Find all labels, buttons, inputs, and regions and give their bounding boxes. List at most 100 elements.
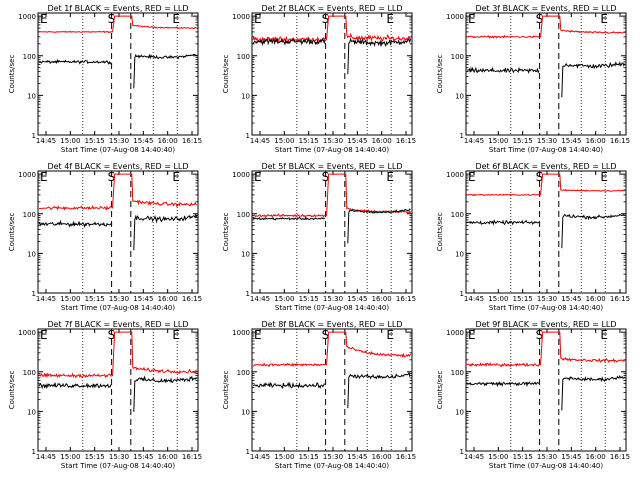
panel-1: Det 1f BLACK = Events, RED = LLD 1 10 100 10… xyxy=(8,4,202,154)
panel-9: Det 9f BLACK = Events, RED = LLD 1 10 100 10… xyxy=(436,320,630,470)
y-tick-label: 1 xyxy=(460,132,464,140)
x-tick-label: 15:15 xyxy=(513,453,533,461)
marker-e-left: E xyxy=(40,328,48,342)
x-tick-label: 15:00 xyxy=(60,137,80,145)
y-tick-label: 1000 xyxy=(446,13,464,21)
series-events-line-pre xyxy=(466,219,540,226)
y-tick-label: 1 xyxy=(246,448,250,456)
x-tick-label: 16:15 xyxy=(610,453,630,461)
marker-e-right: E xyxy=(172,12,180,26)
x-tick-label: 14:45 xyxy=(250,295,270,303)
y-tick-label: 1 xyxy=(246,290,250,298)
y-tick-label: 10 xyxy=(455,92,464,100)
series-events-line-pre xyxy=(466,380,540,388)
axes-frame xyxy=(465,12,627,136)
series-events-line-pre xyxy=(467,66,540,74)
y-tick-label: 100 xyxy=(451,211,464,219)
x-tick-label: 16:00 xyxy=(158,453,178,461)
x-tick-label: 15:00 xyxy=(60,295,80,303)
x-tick-label: 15:30 xyxy=(109,453,129,461)
axes-frame xyxy=(465,170,627,294)
marker-s: S xyxy=(108,328,116,342)
marker-e-left: E xyxy=(468,12,476,26)
y-axis-label: Counts/sec xyxy=(8,213,16,252)
x-tick-label: 15:45 xyxy=(133,295,153,303)
y-tick-label: 100 xyxy=(237,53,250,61)
y-tick-label: 10 xyxy=(27,92,36,100)
series-events-line-post xyxy=(133,53,197,89)
x-tick-label: 15:30 xyxy=(323,137,343,145)
axes-frame xyxy=(37,12,199,136)
x-tick-label: 15:00 xyxy=(488,295,508,303)
x-tick-label: 15:15 xyxy=(513,295,533,303)
panel-title: Det 5f BLACK = Events, RED = LLD xyxy=(261,162,402,171)
x-tick-label: 15:45 xyxy=(561,453,581,461)
x-tick-label: 14:45 xyxy=(36,453,56,461)
series-lld-line xyxy=(38,15,197,34)
x-tick-label: 15:45 xyxy=(347,137,367,145)
series-events-line-post xyxy=(347,37,412,75)
marker-e-right: E xyxy=(172,170,180,184)
axes-frame xyxy=(251,328,413,452)
panel-6: Det 6f BLACK = Events, RED = LLD 1 10 100 10… xyxy=(436,162,630,312)
x-tick-label: 15:15 xyxy=(299,137,319,145)
y-axis-label: Counts/sec xyxy=(436,55,444,94)
x-tick-label: 15:15 xyxy=(299,453,319,461)
y-tick-label: 1000 xyxy=(232,329,250,337)
y-tick-label: 10 xyxy=(455,408,464,416)
x-tick-label: 15:45 xyxy=(347,295,367,303)
y-tick-label: 10 xyxy=(241,92,250,100)
y-tick-label: 1 xyxy=(32,448,36,456)
x-tick-label: 15:30 xyxy=(537,295,557,303)
x-tick-label: 14:45 xyxy=(36,137,56,145)
x-tick-label: 15:15 xyxy=(513,137,533,145)
y-tick-label: 1 xyxy=(246,132,250,140)
x-tick-label: 16:00 xyxy=(158,295,178,303)
y-tick-label: 100 xyxy=(451,369,464,377)
x-axis-label: Start Time (07-Aug-08 14:40:40) xyxy=(275,146,389,154)
series-events-line-pre xyxy=(253,216,326,221)
x-tick-label: 15:15 xyxy=(299,295,319,303)
panel-title: Det 8f BLACK = Events, RED = LLD xyxy=(261,320,402,329)
x-axis-label: Start Time (07-Aug-08 14:40:40) xyxy=(275,462,389,470)
series-events-line-post xyxy=(133,375,197,412)
x-tick-label: 15:30 xyxy=(109,137,129,145)
marker-e-right: E xyxy=(600,170,608,184)
y-tick-label: 10 xyxy=(27,408,36,416)
x-tick-label: 15:00 xyxy=(274,453,294,461)
marker-e-left: E xyxy=(254,12,262,26)
x-tick-label: 15:00 xyxy=(488,453,508,461)
y-tick-label: 1 xyxy=(460,290,464,298)
series-events-line-pre xyxy=(38,219,112,229)
marker-e-left: E xyxy=(40,12,48,26)
panel-title: Det 3f BLACK = Events, RED = LLD xyxy=(475,4,616,13)
x-tick-label: 16:00 xyxy=(372,295,392,303)
y-tick-label: 100 xyxy=(23,53,36,61)
series-lld-line xyxy=(252,331,412,368)
x-tick-label: 15:30 xyxy=(109,295,129,303)
y-tick-label: 100 xyxy=(237,369,250,377)
y-tick-label: 1 xyxy=(32,132,36,140)
panel-title: Det 7f BLACK = Events, RED = LLD xyxy=(47,320,188,329)
y-tick-label: 10 xyxy=(27,250,36,258)
series-events-line-post xyxy=(561,61,626,98)
marker-e-left: E xyxy=(468,328,476,342)
x-tick-label: 14:45 xyxy=(464,295,484,303)
x-tick-label: 16:00 xyxy=(586,295,606,303)
panel-8: Det 8f BLACK = Events, RED = LLD 1 10 100 10… xyxy=(222,320,416,470)
y-tick-label: 1 xyxy=(32,290,36,298)
series-lld-line xyxy=(466,331,626,368)
x-tick-label: 16:00 xyxy=(586,453,606,461)
y-tick-label: 1000 xyxy=(18,171,36,179)
y-tick-label: 1000 xyxy=(446,329,464,337)
y-tick-label: 10 xyxy=(455,250,464,258)
x-tick-label: 16:15 xyxy=(396,453,416,461)
x-tick-label: 15:45 xyxy=(561,137,581,145)
marker-e-right: E xyxy=(600,12,608,26)
marker-s: S xyxy=(536,12,544,26)
panel-4: Det 4f BLACK = Events, RED = LLD 1 10 100 10… xyxy=(8,162,202,312)
x-tick-label: 16:15 xyxy=(182,295,202,303)
y-axis-label: Counts/sec xyxy=(222,55,230,94)
x-tick-label: 15:30 xyxy=(323,295,343,303)
